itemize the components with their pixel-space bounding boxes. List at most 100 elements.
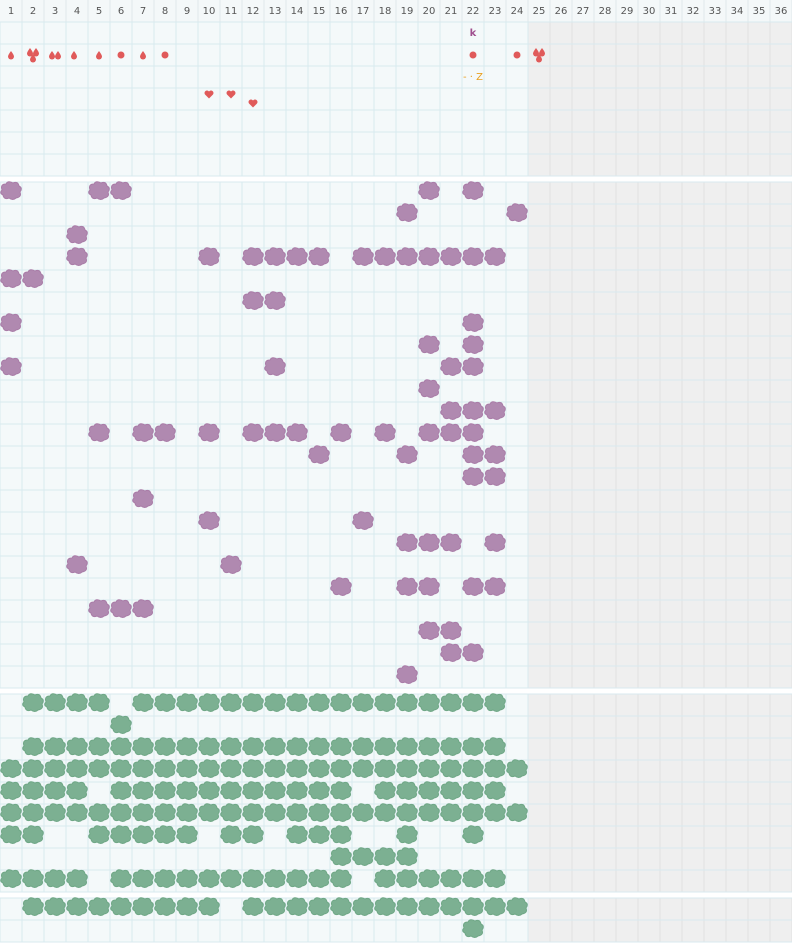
task-block: [462, 467, 484, 486]
task-block: [374, 759, 396, 778]
dot-icon: [513, 51, 521, 59]
task-block: [462, 869, 484, 888]
task-block: [110, 897, 132, 916]
task-block: [264, 759, 286, 778]
task-block: [132, 693, 154, 712]
task-block: [198, 803, 220, 822]
task-block: [396, 693, 418, 712]
task-block: [462, 693, 484, 712]
task-block: [286, 869, 308, 888]
task-block: [132, 869, 154, 888]
column-label: 28: [599, 6, 612, 17]
task-block: [66, 897, 88, 916]
task-block: [396, 869, 418, 888]
task-block: [374, 897, 396, 916]
task-block: [22, 825, 44, 844]
task-block: [462, 897, 484, 916]
task-block: [242, 803, 264, 822]
task-block: [66, 759, 88, 778]
task-block: [330, 423, 352, 442]
task-block: [22, 693, 44, 712]
task-block: [242, 423, 264, 442]
task-block: [418, 869, 440, 888]
task-block: [374, 737, 396, 756]
task-block: [0, 357, 22, 376]
task-block: [484, 781, 506, 800]
task-block: [418, 423, 440, 442]
task-block: [44, 869, 66, 888]
task-block: [132, 599, 154, 618]
task-block: [374, 803, 396, 822]
task-block: [330, 577, 352, 596]
task-block: [0, 759, 22, 778]
task-block: [154, 781, 176, 800]
task-block: [22, 781, 44, 800]
task-block: [462, 825, 484, 844]
column-label: 14: [291, 6, 304, 17]
task-block: [308, 759, 330, 778]
task-block: [286, 759, 308, 778]
task-block: [462, 643, 484, 662]
column-label: 21: [445, 6, 458, 17]
task-block: [176, 897, 198, 916]
task-block: [396, 803, 418, 822]
task-block: [396, 759, 418, 778]
task-block: [308, 445, 330, 464]
task-block: [330, 693, 352, 712]
task-block: [418, 577, 440, 596]
task-block: [330, 847, 352, 866]
task-block: [132, 897, 154, 916]
task-block: [110, 825, 132, 844]
task-block: [176, 803, 198, 822]
task-block: [0, 181, 22, 200]
task-block: [462, 781, 484, 800]
task-block: [462, 247, 484, 266]
task-block: [0, 269, 22, 288]
task-block: [0, 825, 22, 844]
task-block: [440, 423, 462, 442]
column-label: 31: [665, 6, 678, 17]
column-label: 13: [269, 6, 282, 17]
task-block: [242, 737, 264, 756]
task-block: [374, 247, 396, 266]
task-block: [110, 803, 132, 822]
task-block: [286, 781, 308, 800]
task-block: [220, 555, 242, 574]
task-block: [484, 897, 506, 916]
task-block: [352, 897, 374, 916]
column-label: 27: [577, 6, 590, 17]
task-block: [132, 759, 154, 778]
task-block: [418, 897, 440, 916]
task-block: [440, 759, 462, 778]
task-block: [110, 737, 132, 756]
task-block: [220, 737, 242, 756]
task-block: [198, 781, 220, 800]
task-block: [154, 759, 176, 778]
task-block: [440, 643, 462, 662]
column-label: 3: [52, 6, 58, 17]
task-block: [44, 803, 66, 822]
dot-icon: [117, 51, 125, 59]
task-block: [418, 781, 440, 800]
task-block: [264, 781, 286, 800]
column-label: 12: [247, 6, 260, 17]
task-block: [396, 825, 418, 844]
task-block: [440, 869, 462, 888]
task-block: [308, 869, 330, 888]
task-block: [330, 897, 352, 916]
column-label: 19: [401, 6, 414, 17]
task-block: [396, 577, 418, 596]
task-block: [308, 781, 330, 800]
task-block: [22, 759, 44, 778]
task-block: [242, 759, 264, 778]
task-block: [198, 423, 220, 442]
task-block: [330, 803, 352, 822]
task-block: [440, 621, 462, 640]
task-block: [352, 247, 374, 266]
task-block: [396, 665, 418, 684]
task-block: [418, 533, 440, 552]
column-label: 36: [775, 6, 788, 17]
task-block: [66, 693, 88, 712]
task-block: [44, 897, 66, 916]
